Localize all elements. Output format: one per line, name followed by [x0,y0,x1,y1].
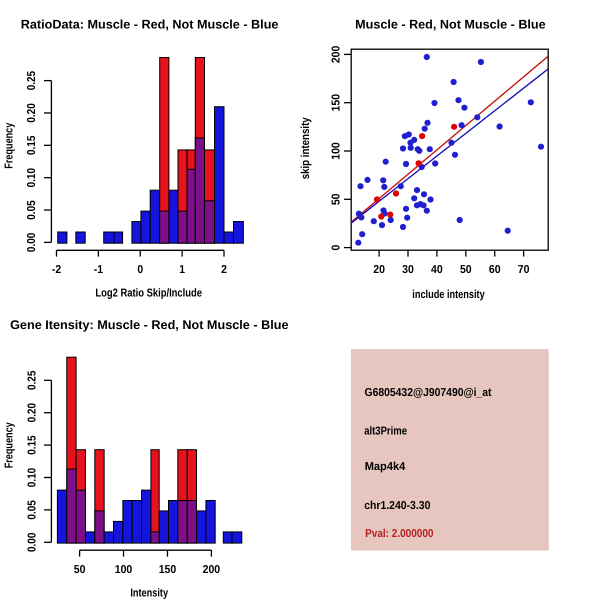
svg-text:RatioData: Muscle - Red, Not M: RatioData: Muscle - Red, Not Muscle - Bl… [21,18,279,32]
svg-text:100: 100 [115,564,133,576]
svg-text:Gene Itensity: Muscle - Red, N: Gene Itensity: Muscle - Red, Not Muscle … [10,318,288,332]
svg-text:50: 50 [330,193,342,205]
svg-text:0.05: 0.05 [26,500,38,520]
svg-text:Pval: 2.000000: Pval: 2.000000 [365,528,433,540]
svg-text:150: 150 [159,564,177,576]
svg-text:0.00: 0.00 [26,233,38,252]
svg-text:0.10: 0.10 [26,468,38,487]
svg-text:alt3Prime: alt3Prime [364,426,407,438]
svg-text:0.15: 0.15 [26,435,38,455]
svg-text:50: 50 [460,264,472,276]
svg-text:0.15: 0.15 [26,135,38,155]
svg-text:40: 40 [431,264,443,276]
svg-text:0.20: 0.20 [26,403,38,422]
svg-text:-1: -1 [94,264,104,276]
svg-text:Muscle - Red, Not Muscle - Blu: Muscle - Red, Not Muscle - Blue [355,18,546,32]
svg-text:0: 0 [330,245,342,251]
svg-text:Map4k4: Map4k4 [365,461,406,473]
svg-text:0.20: 0.20 [26,103,38,122]
svg-text:-2: -2 [52,264,61,276]
svg-text:1: 1 [179,264,185,276]
svg-text:0: 0 [137,264,143,276]
svg-text:60: 60 [489,264,501,276]
svg-text:0.25: 0.25 [26,370,38,390]
svg-text:50: 50 [74,564,86,576]
svg-text:30: 30 [402,264,414,276]
svg-text:0.10: 0.10 [26,168,38,187]
svg-text:0.00: 0.00 [26,533,38,552]
svg-text:20: 20 [373,264,385,276]
svg-text:150: 150 [330,94,342,112]
svg-text:200: 200 [330,46,342,64]
svg-text:2: 2 [221,264,227,276]
svg-text:70: 70 [518,264,530,276]
svg-text:chr1.240-3.30: chr1.240-3.30 [364,500,430,512]
svg-text:0.25: 0.25 [26,70,38,90]
svg-text:G6805432@J907490@i_at: G6805432@J907490@i_at [365,387,492,399]
svg-text:0.05: 0.05 [26,200,38,220]
svg-text:100: 100 [330,142,342,160]
svg-text:skip intensity: skip intensity [300,117,312,180]
svg-text:Intensity: Intensity [130,588,168,600]
svg-text:Log2 Ratio Skip/Include: Log2 Ratio Skip/Include [95,288,202,300]
svg-text:200: 200 [203,564,221,576]
svg-text:Frequency: Frequency [4,422,16,468]
svg-text:include intensity: include intensity [412,289,485,301]
svg-text:Frequency: Frequency [4,122,16,168]
